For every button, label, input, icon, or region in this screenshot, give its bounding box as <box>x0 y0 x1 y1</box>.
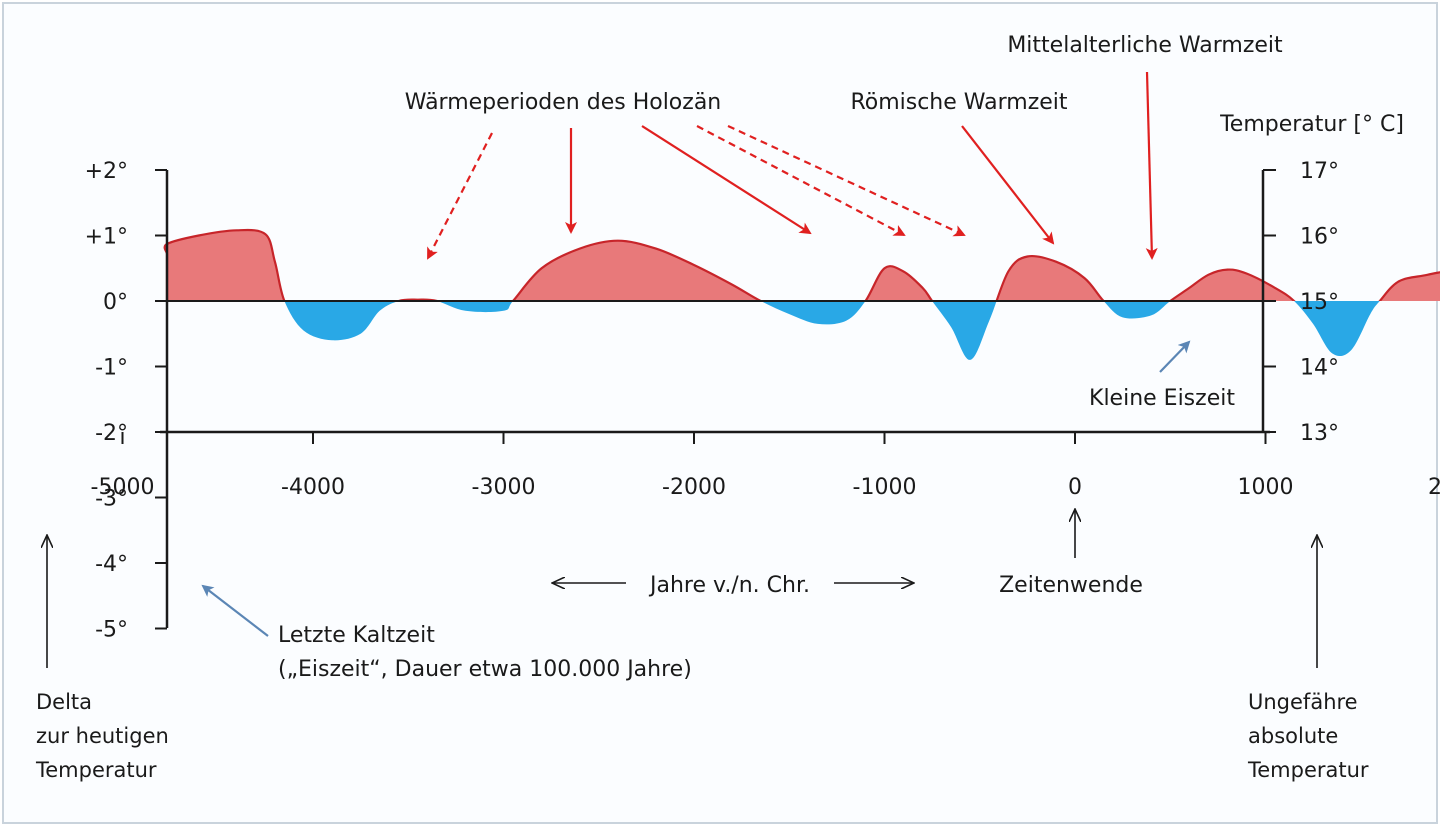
label-absolut-2: absolute <box>1248 724 1338 748</box>
y-tick-label: -4° <box>95 552 128 577</box>
label-y2-title: Temperatur [° C] <box>1219 112 1404 137</box>
y2-tick-label: 13° <box>1300 421 1339 446</box>
label-kaltzeit-2: („Eiszeit“, Dauer etwa 100.000 Jahre) <box>278 657 692 682</box>
y-tick-label: -3° <box>95 487 128 512</box>
arrow-holozaen-4 <box>696 125 906 236</box>
x-tick-label: -3000 <box>472 475 536 500</box>
y2-tick-label: 15° <box>1300 290 1339 315</box>
x-tick-label: -5000 <box>91 475 155 500</box>
label-mittelalter: Mittelalterliche Warmzeit <box>1007 33 1283 58</box>
label-delta-2: zur heutigen <box>36 724 169 748</box>
y2-tick-label: 16° <box>1300 225 1339 250</box>
x-tick-label: -4000 <box>281 475 345 500</box>
x-tick-label: 2000 <box>1428 475 1440 500</box>
arrow-holozaen-1 <box>427 132 493 260</box>
arrow-kleine-eiszeit <box>1159 340 1191 373</box>
x-tick-label: 0 <box>1068 475 1082 500</box>
y2-tick-label: 14° <box>1300 356 1339 381</box>
label-holozaen: Wärmeperioden des Holozän <box>405 90 722 115</box>
y-tick-label: 0° <box>103 290 128 315</box>
y2-tick-label: 17° <box>1300 159 1339 184</box>
label-kleine-eiszeit: Kleine Eiszeit <box>1089 386 1235 411</box>
label-delta-1: Delta <box>36 690 92 714</box>
label-absolut-1: Ungefähre <box>1248 690 1358 714</box>
arrow-holozaen-5 <box>727 125 966 237</box>
x-axis-title: Jahre v./n. Chr. <box>648 573 810 598</box>
x-tick-label: 1000 <box>1238 475 1294 500</box>
label-zeitenwende: Zeitenwende <box>999 573 1143 598</box>
y-tick-label: -1° <box>95 356 128 381</box>
y-tick-label: +2° <box>85 159 128 184</box>
label-absolut-3: Temperatur <box>1247 758 1369 782</box>
label-delta-3: Temperatur <box>35 758 157 782</box>
warm-anomaly-outline <box>163 228 1440 301</box>
label-roemisch: Römische Warmzeit <box>850 90 1067 115</box>
warm-anomaly-area <box>164 230 1440 301</box>
x-tick-label: -2000 <box>662 475 726 500</box>
arrow-kaltzeit <box>201 584 269 637</box>
y-tick-label: -5° <box>95 618 128 643</box>
x-tick-label: -1000 <box>853 475 917 500</box>
y-tick-label: +1° <box>85 225 128 250</box>
arrow-mittelalter <box>1145 71 1158 260</box>
arrow-holozaen-3 <box>641 125 812 235</box>
label-kaltzeit-1: Letzte Kaltzeit <box>278 623 435 648</box>
arrow-roemisch <box>961 125 1055 245</box>
